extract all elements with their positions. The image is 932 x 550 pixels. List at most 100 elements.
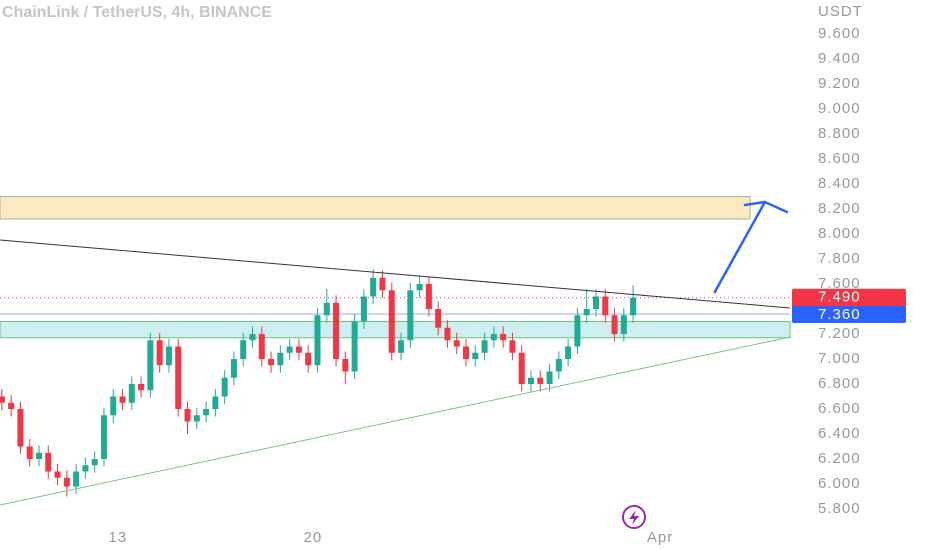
zone [0, 196, 751, 220]
candle-body [221, 377, 228, 397]
y-tick-label: 8.400 [818, 175, 861, 192]
candle-body [0, 396, 5, 403]
candle-body [119, 396, 126, 403]
y-tick-label: 6.200 [818, 450, 861, 467]
arrow-head [743, 200, 789, 214]
candle-body [518, 352, 525, 384]
candle-body [156, 340, 163, 366]
candle-body [110, 396, 117, 416]
candle-body [305, 352, 312, 366]
y-tick-label: 9.600 [818, 25, 861, 42]
candle-body [444, 327, 451, 341]
y-tick-label: 7.600 [818, 275, 861, 292]
y-tick-label: 6.000 [818, 475, 861, 492]
candle-body [258, 334, 265, 359]
candle-body [500, 334, 507, 341]
candle-body [240, 340, 247, 359]
y-tick-label: 8.600 [818, 150, 861, 167]
candle-body [268, 359, 275, 366]
candle-body [295, 346, 302, 353]
candle-body [537, 377, 544, 384]
chart-title: ChainLink / TetherUS, 4h, BINANCE [2, 4, 272, 21]
icon-bolt[interactable] [629, 510, 639, 525]
candle-body [527, 377, 534, 384]
candle-body [63, 477, 70, 487]
candle-body [193, 415, 200, 422]
candle-body [574, 315, 581, 347]
bid-price-label: 7.360 [818, 306, 861, 323]
candle-body [342, 359, 349, 372]
candle-body [230, 359, 237, 378]
candle-body [398, 340, 405, 353]
y-tick-label: 9.400 [818, 50, 861, 67]
candle-body [435, 309, 442, 328]
x-tick-label: 13 [109, 529, 128, 546]
candle-body [630, 297, 637, 316]
candle-body [286, 346, 293, 353]
y-tick-label: 6.600 [818, 400, 861, 417]
candle-body [91, 459, 98, 466]
candle-body [370, 277, 377, 297]
candle-body [147, 340, 154, 391]
candle-body [620, 315, 627, 334]
last-price-label: 7.490 [818, 289, 861, 306]
x-tick-label: 20 [303, 529, 322, 546]
candle-body [277, 352, 284, 366]
y-tick-label: 5.800 [818, 500, 861, 517]
candle-body [212, 396, 219, 409]
candle-body [45, 452, 52, 472]
candle-body [165, 346, 172, 366]
y-tick-label: 7.800 [818, 250, 861, 267]
plot: 5.800 6.000 6.200 6.400 6.600 6.800 7.000 7.200… [0, 25, 906, 546]
candle-body [481, 340, 488, 353]
candle-body [54, 471, 61, 478]
candle-body [453, 340, 460, 347]
candle-body [128, 384, 135, 403]
y-tick-label: 7.000 [818, 350, 861, 367]
y-tick-label: 8.800 [818, 125, 861, 142]
candle-body [26, 446, 33, 459]
candle-body [323, 302, 330, 316]
candle-body [407, 290, 414, 341]
candle-body [546, 371, 553, 384]
y-tick-label: 8.000 [818, 225, 861, 242]
candle-body [611, 315, 618, 334]
candle-body [249, 334, 256, 341]
y-tick-label: 8.200 [818, 200, 861, 217]
live-icon[interactable] [622, 505, 646, 529]
candle-body [472, 352, 479, 359]
candle-body [388, 290, 395, 353]
trendline [0, 239, 791, 309]
candle-body [463, 346, 470, 359]
candle-body [602, 296, 609, 316]
candle-body [555, 359, 562, 372]
candle-body [360, 296, 367, 322]
zone [0, 321, 791, 339]
candle-body [314, 315, 321, 366]
candle-body [138, 384, 145, 391]
trendline [0, 336, 791, 506]
candle-body [490, 334, 497, 341]
candle-body [73, 471, 80, 487]
x-tick-label: Apr [647, 529, 673, 546]
candle-body [35, 452, 42, 459]
candle-body [565, 346, 572, 359]
y-axis-label: USDT [818, 3, 863, 20]
y-tick-label: 9.000 [818, 100, 861, 117]
candle-body [416, 284, 423, 291]
y-tick-label: 6.800 [818, 375, 861, 392]
candle-body [425, 284, 432, 309]
y-tick-label: 6.400 [818, 425, 861, 442]
candle-body [592, 296, 599, 309]
candle-body [82, 465, 89, 472]
candle-body [17, 409, 24, 447]
arrow-shaft [713, 200, 767, 294]
candle-body [509, 340, 516, 353]
candle-body [203, 409, 210, 416]
candle-body [583, 309, 590, 316]
candle-body [379, 277, 386, 291]
y-tick-label: 7.200 [818, 325, 861, 342]
y-tick-label: 9.200 [818, 75, 861, 92]
